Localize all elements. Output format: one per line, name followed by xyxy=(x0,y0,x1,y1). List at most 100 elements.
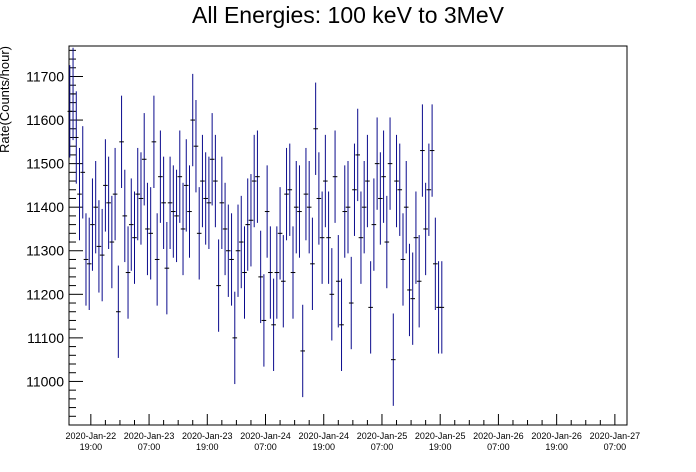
data-point xyxy=(348,256,354,350)
data-point xyxy=(177,130,183,223)
data-point xyxy=(180,182,186,276)
x-tick-date-label: 2020-Jan-23 xyxy=(124,431,175,441)
data-point xyxy=(397,143,403,236)
data-point xyxy=(67,65,73,158)
data-point xyxy=(193,100,199,193)
data-point xyxy=(394,134,399,228)
data-point xyxy=(119,95,124,189)
data-point xyxy=(145,182,150,276)
data-point xyxy=(174,169,179,263)
data-point xyxy=(103,139,108,232)
data-point xyxy=(90,178,95,271)
x-tick-date-label: 2020-Jan-26 xyxy=(531,431,582,441)
data-point xyxy=(229,213,234,306)
data-point xyxy=(365,134,370,228)
data-point xyxy=(261,274,267,367)
data-point xyxy=(439,261,445,354)
data-point xyxy=(164,221,170,315)
data-point xyxy=(368,261,373,354)
data-point xyxy=(413,191,419,284)
data-point xyxy=(284,147,289,241)
data-point xyxy=(167,156,173,250)
data-point xyxy=(274,226,280,319)
data-point xyxy=(429,104,435,197)
data-point xyxy=(216,239,221,332)
x-tick-date-label: 2020-Jan-25 xyxy=(357,431,408,441)
x-tick-date-label: 2020-Jan-25 xyxy=(415,431,466,441)
data-point xyxy=(86,217,92,310)
x-tick-date-label: 2020-Jan-27 xyxy=(590,431,641,441)
data-point xyxy=(248,174,254,267)
data-point xyxy=(258,230,263,324)
data-point xyxy=(342,165,348,258)
data-point xyxy=(219,156,225,250)
x-tick-date-label: 2020-Jan-22 xyxy=(66,431,117,441)
data-point xyxy=(407,243,412,337)
data-point xyxy=(268,226,273,319)
data-point xyxy=(319,191,325,284)
data-point xyxy=(122,169,128,263)
data-point xyxy=(381,130,386,223)
data-point xyxy=(423,182,428,276)
data-point xyxy=(206,156,212,250)
y-tick-label: 11000 xyxy=(26,373,64,389)
data-point xyxy=(77,147,82,241)
data-point xyxy=(255,130,260,223)
data-point xyxy=(151,95,157,189)
y-tick-label: 11500 xyxy=(26,156,64,172)
x-tick-time-label: 19:00 xyxy=(80,442,103,452)
data-point xyxy=(329,248,335,341)
data-point xyxy=(378,152,383,245)
data-point xyxy=(116,265,121,358)
data-point xyxy=(335,235,341,328)
x-tick-time-label: 07:00 xyxy=(487,442,510,452)
data-point xyxy=(226,204,231,297)
data-point xyxy=(222,182,228,276)
data-point xyxy=(306,161,312,254)
data-point xyxy=(106,156,111,250)
data-point xyxy=(332,130,338,223)
data-point xyxy=(297,165,302,258)
data-point xyxy=(70,47,76,141)
chart-title: All Energies: 100 keV to 3MeV xyxy=(192,2,504,28)
data-point xyxy=(426,143,432,236)
data-point xyxy=(384,195,390,289)
y-tick-label: 11100 xyxy=(27,330,64,346)
data-point xyxy=(200,134,205,228)
x-tick-time-label: 19:00 xyxy=(312,442,335,452)
data-point xyxy=(313,82,318,175)
data-point xyxy=(281,235,286,328)
data-point xyxy=(251,134,257,228)
data-point xyxy=(358,191,364,284)
data-point xyxy=(96,200,102,293)
data-point xyxy=(128,178,134,271)
data-point xyxy=(171,165,176,258)
y-tick-label: 11600 xyxy=(26,112,64,128)
data-point xyxy=(196,187,202,280)
data-point xyxy=(293,161,299,254)
x-tick-date-label: 2020-Jan-26 xyxy=(473,431,524,441)
data-point xyxy=(125,226,131,319)
x-tick-time-label: 19:00 xyxy=(196,442,219,452)
data-point xyxy=(316,152,322,245)
data-point xyxy=(203,152,208,245)
data-point xyxy=(264,165,270,258)
data-point xyxy=(80,126,86,219)
data-point xyxy=(154,213,160,306)
data-point xyxy=(310,217,315,310)
x-tick-time-label: 19:00 xyxy=(429,442,452,452)
data-point xyxy=(433,217,438,310)
data-point xyxy=(303,147,309,241)
data-point xyxy=(361,161,367,254)
data-point xyxy=(345,161,351,254)
data-point xyxy=(99,208,105,302)
y-tick-label: 11700 xyxy=(26,68,64,84)
x-tick-time-label: 07:00 xyxy=(371,442,394,452)
data-point xyxy=(109,195,115,289)
data-point xyxy=(245,178,251,271)
data-point xyxy=(83,213,89,306)
data-point xyxy=(410,252,415,345)
data-point xyxy=(132,191,137,284)
data-point xyxy=(183,139,189,232)
data-point xyxy=(277,187,283,280)
